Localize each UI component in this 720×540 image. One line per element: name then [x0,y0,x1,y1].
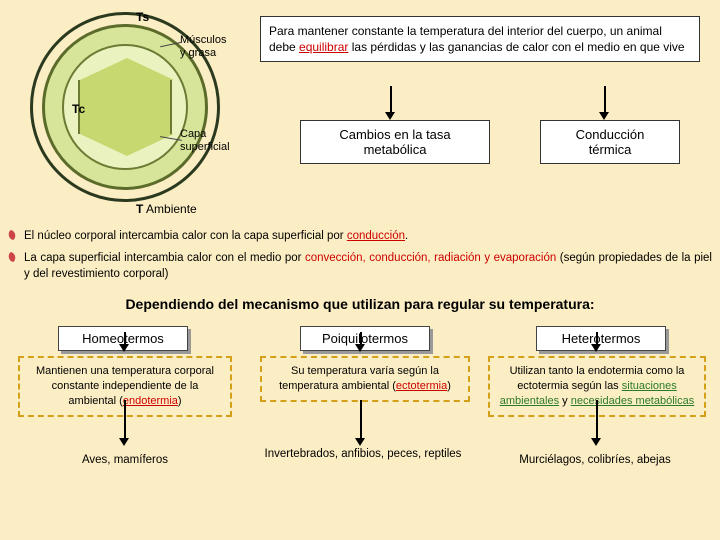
homeotherms-examples: Aves, mamíferos [20,454,230,466]
ts-label: Ts [136,10,149,24]
metabolic-needs-word: necesidades metabólicas [571,395,695,407]
arrow-stem [124,400,126,440]
mechanisms-list: convección, conducción, radiación y evap… [305,252,556,264]
mechanism-heading: Dependiendo del mecanismo que utilizan p… [26,296,694,312]
arrow-stem [596,400,598,440]
body-layers-diagram: Ts Tc Músculos y grasa Capa superficial … [10,6,240,226]
core-hexagon [78,60,172,154]
conduction-word: conducción [347,230,405,242]
arrow-down-icon [355,344,365,352]
arrow-down-icon [591,344,601,352]
heterotherms-label: Heterotermos [536,326,666,351]
bullet-heat-exchange: La capa superficial intercambia calor co… [6,250,712,282]
t-ambient-label: T Ambiente [136,202,197,216]
arrow-down-icon [591,438,601,446]
equilibrar-word: equilibrar [299,40,348,54]
arrow-down-icon [355,438,365,446]
heterotherms-examples: Murciélagos, colibríes, abejas [490,454,700,466]
text: las pérdidas y las ganancias de calor co… [348,40,684,54]
text: metabólica [364,142,427,157]
text: Conducción [576,127,645,142]
metabolic-rate-box: Cambios en la tasa metabólica [300,120,490,164]
thermal-conduction-box: Conducción térmica [540,120,680,164]
poikilotherms-label: Poiquilotermos [300,326,430,351]
poikilotherms-examples: Invertebrados, anfibios, peces, reptiles [258,448,468,460]
arrow-down-icon [119,344,129,352]
tc-label: Tc [72,102,85,116]
arrow-stem [390,86,392,114]
text: térmica [589,142,632,157]
muscles-fat-label: Músculos y grasa [180,34,226,60]
text: Cambios en la tasa [339,127,450,142]
thermoregulation-statement: Para mantener constante la temperatura d… [260,16,700,62]
superficial-layer-label: Capa superficial [180,128,230,154]
poikilotherms-desc: Su temperatura varía según la temperatur… [260,356,470,402]
arrow-down-icon [385,112,395,120]
ectothermy-word: ectotermia [396,380,447,392]
arrow-stem [360,400,362,440]
bullet-conduction: El núcleo corporal intercambia calor con… [6,228,706,244]
arrow-down-icon [119,438,129,446]
endothermy-word: endotermia [123,395,178,407]
arrow-stem [604,86,606,114]
arrow-down-icon [599,112,609,120]
